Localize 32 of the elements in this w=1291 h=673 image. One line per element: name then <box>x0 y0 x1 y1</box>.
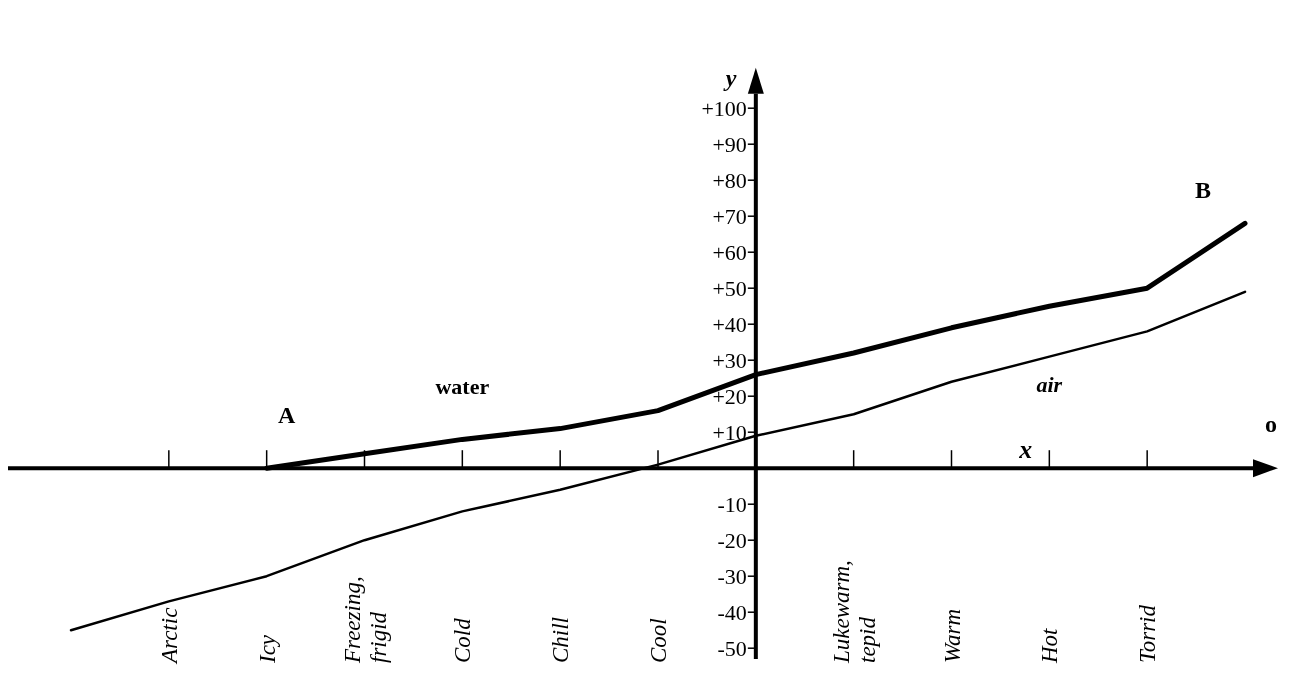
x-tick-label: Icy <box>254 634 280 664</box>
text: o <box>1265 411 1277 438</box>
x-tick-label: Cool <box>646 618 671 663</box>
y-tick-label: -10 <box>717 491 747 517</box>
y-axis-title: y <box>722 64 737 91</box>
y-tick-label: +70 <box>712 203 747 229</box>
y-tick-label: +40 <box>712 311 747 337</box>
annotation: A <box>277 402 296 429</box>
x-tick-label: Hot <box>1037 627 1063 664</box>
y-tick-label: +100 <box>701 95 747 121</box>
y-tick-label: -20 <box>717 527 747 553</box>
x-tick-label: Lukewarm, tepid <box>828 560 880 664</box>
x-tick-label: Torrid <box>1135 604 1161 663</box>
y-tick-label: +80 <box>712 167 747 193</box>
y-tick-label: +60 <box>712 239 747 265</box>
y-tick-label: +30 <box>712 347 747 373</box>
y-tick-label: -30 <box>717 563 747 589</box>
x-tick-label: Chill <box>548 616 574 663</box>
x-tick-label: Cold <box>450 617 476 663</box>
y-tick-label: +50 <box>712 275 747 301</box>
y-tick-label: +90 <box>712 131 747 157</box>
y-tick-label: -40 <box>717 599 747 625</box>
y-tick-label: +20 <box>712 383 747 409</box>
annotation: B <box>1194 177 1212 204</box>
x-tick-label: Warm <box>939 608 965 663</box>
series-label: air <box>1036 371 1063 397</box>
x-tick-label: Arctic <box>156 607 182 665</box>
series-label: water <box>435 374 490 400</box>
x-axis-title: x <box>1018 435 1033 465</box>
y-tick-label: +10 <box>712 419 747 445</box>
x-tick-label: Freezing, frigid <box>339 576 391 664</box>
y-tick-label: -50 <box>717 635 747 661</box>
